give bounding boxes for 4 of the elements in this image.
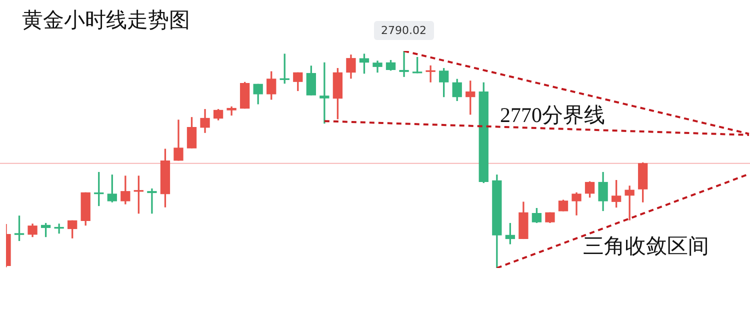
text: 2790.02 xyxy=(374,21,434,40)
annotation: 三角收敛区间 xyxy=(583,233,709,260)
annotation: 2770分界线 xyxy=(500,102,605,129)
chart-title: 黄金小时线走势图 xyxy=(22,7,190,34)
